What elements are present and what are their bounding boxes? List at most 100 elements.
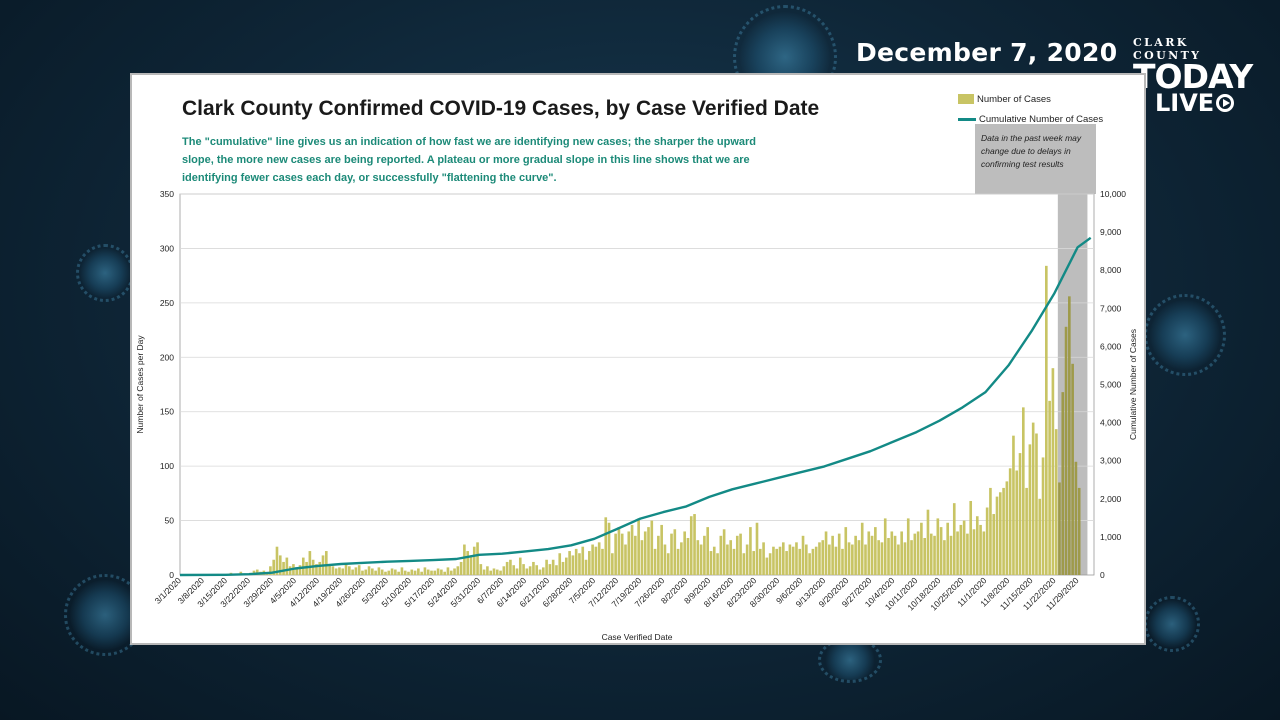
bar [295,568,299,575]
y-tick-label: 150 [160,407,174,417]
bar [883,518,887,575]
bar [334,568,338,575]
bar [647,527,650,575]
bar [890,531,894,575]
bar [788,544,792,575]
bar [1068,296,1071,575]
bar [255,569,259,575]
bar [860,522,864,575]
bar [739,533,742,575]
bar [982,531,986,575]
bar [581,546,585,575]
bar [709,551,713,575]
bar [574,548,578,575]
y2-tick-label: 8,000 [1100,265,1122,275]
chart-subtitle-line: identifying fewer cases each day, or suc… [182,172,557,184]
bar [541,567,545,575]
logo-live: LIVE [1155,89,1215,117]
y2-tick-label: 6,000 [1100,341,1122,351]
bar [913,533,917,575]
bar [1048,400,1051,575]
bar [627,531,631,575]
bar [828,544,831,575]
bar [903,542,907,575]
bar [578,553,581,575]
bar [394,569,397,575]
legend-label: Cumulative Number of Cases [979,113,1104,125]
y-tick-label: 250 [160,298,174,308]
legend-item-cases: Number of Cases [958,89,1103,109]
y2-tick-label: 1,000 [1100,532,1122,542]
bar [735,535,739,575]
bar [558,553,562,575]
bar [949,535,953,575]
bar [791,546,795,575]
bar [371,568,374,575]
y2-tick-label: 5,000 [1100,380,1122,390]
bar [663,544,667,575]
bar [466,551,469,575]
play-icon [1216,94,1235,112]
bar [538,569,542,575]
bar [989,487,992,575]
bar [315,564,318,575]
bar [870,535,874,575]
bar [923,537,926,575]
bar [1074,461,1078,575]
bar [1061,392,1065,575]
bar [403,570,407,575]
bar [324,551,328,575]
bar [837,533,841,575]
bar [351,569,354,575]
bar [617,527,621,575]
bar [387,570,391,575]
bar [933,535,936,575]
bar [505,561,509,575]
bar [758,548,762,575]
bar [456,566,460,575]
bar [1031,422,1035,575]
bar [275,546,279,575]
bar [920,522,923,575]
bar [410,569,414,575]
y-tick-label: 50 [165,516,175,526]
bar [1028,444,1032,575]
y-axis-label: Number of Cases per Day [135,335,145,434]
bar [653,548,657,575]
bar [992,514,996,575]
bar [1035,433,1038,575]
bar [765,557,769,575]
chart-title: Clark County Confirmed COVID-19 Cases, b… [182,97,820,120]
bar [1058,482,1061,575]
bar [469,555,473,575]
bar [966,533,969,575]
chart-panel: 0 50 100 150 200 250 300 350 0 1,000 2,000 3,000 4,0… [130,73,1146,645]
bar [666,553,670,575]
bar [693,514,696,575]
bar [624,544,627,575]
bar [785,551,788,575]
bar [719,535,723,575]
bar [443,571,446,575]
bar [795,542,798,575]
y-tick-label: 350 [160,189,174,199]
bar [1008,468,1012,575]
bar [821,540,825,575]
chart-subtitle-line: The "cumulative" line gives us an indica… [182,136,757,148]
bar [952,503,956,575]
bar [893,535,897,575]
bar [673,529,677,575]
bar [995,496,999,575]
bar [1005,481,1009,575]
bar [680,542,683,575]
bar [390,568,394,575]
cumulative-line [179,236,1092,577]
bar [847,542,851,575]
y-tick-label: 200 [160,352,174,362]
bar [1041,457,1045,575]
bar [811,548,815,575]
bar [801,535,805,575]
bar [749,527,752,575]
bar [732,548,736,575]
bar [962,520,966,575]
